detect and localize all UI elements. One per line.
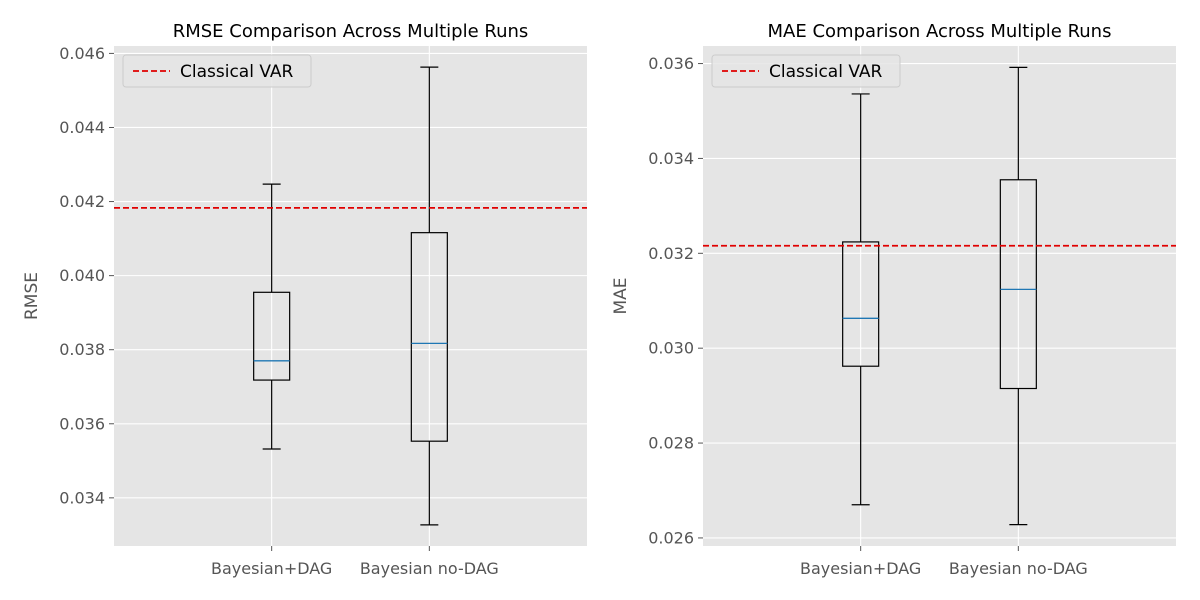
y-tick-label: 0.044: [59, 118, 105, 137]
box-iqr: [410, 232, 448, 442]
x-tick-label: Bayesian no-DAG: [949, 559, 1088, 578]
y-tick-label: 0.036: [648, 54, 694, 73]
y-tick-label: 0.028: [648, 434, 694, 453]
x-tick-label: Bayesian+DAG: [800, 559, 921, 578]
legend-box: [122, 54, 312, 88]
y-tick-label: 0.030: [648, 339, 694, 358]
boxplot-bayesian-no-dag: [410, 66, 448, 526]
boxplot-bayesian-dag: [253, 183, 291, 450]
y-tick-label: 0.040: [59, 266, 105, 285]
legend-label: Classical VAR: [769, 62, 883, 82]
legend-label: Classical VAR: [180, 62, 294, 82]
y-tick-label: 0.036: [59, 414, 105, 433]
legend: Classical VAR: [122, 54, 312, 88]
y-tick-label: 0.042: [59, 192, 105, 211]
box-iqr: [999, 179, 1037, 390]
x-tick-label: Bayesian+DAG: [211, 559, 332, 578]
y-axis-label: RMSE: [22, 272, 42, 320]
y-tick-label: 0.026: [648, 528, 694, 547]
boxplot-bayesian-dag: [842, 93, 880, 506]
legend-box: [711, 54, 901, 88]
y-tick-label: 0.046: [59, 44, 105, 63]
y-tick-label: 0.032: [648, 244, 694, 263]
boxplot-bayesian-no-dag: [999, 66, 1037, 526]
y-axis-label: MAE: [611, 277, 631, 314]
chart-title: RMSE Comparison Across Multiple Runs: [173, 21, 529, 42]
y-tick-label: 0.038: [59, 340, 105, 359]
legend: Classical VAR: [711, 54, 901, 88]
chart-rmse: 0.034 0.036 0.038 0.040 0.042 0.044 0.046 Bayes…: [22, 21, 587, 578]
plot-area: [114, 46, 587, 546]
chart-mae: 0.026 0.028 0.030 0.032 0.034 0.036 Bayesian+D…: [611, 21, 1176, 578]
chart-title: MAE Comparison Across Multiple Runs: [768, 21, 1112, 42]
y-tick-label: 0.034: [648, 149, 694, 168]
plot-area: [703, 46, 1176, 546]
x-tick-label: Bayesian no-DAG: [360, 559, 499, 578]
box-iqr: [842, 241, 880, 367]
y-tick-label: 0.034: [59, 488, 105, 507]
box-iqr: [253, 291, 291, 381]
